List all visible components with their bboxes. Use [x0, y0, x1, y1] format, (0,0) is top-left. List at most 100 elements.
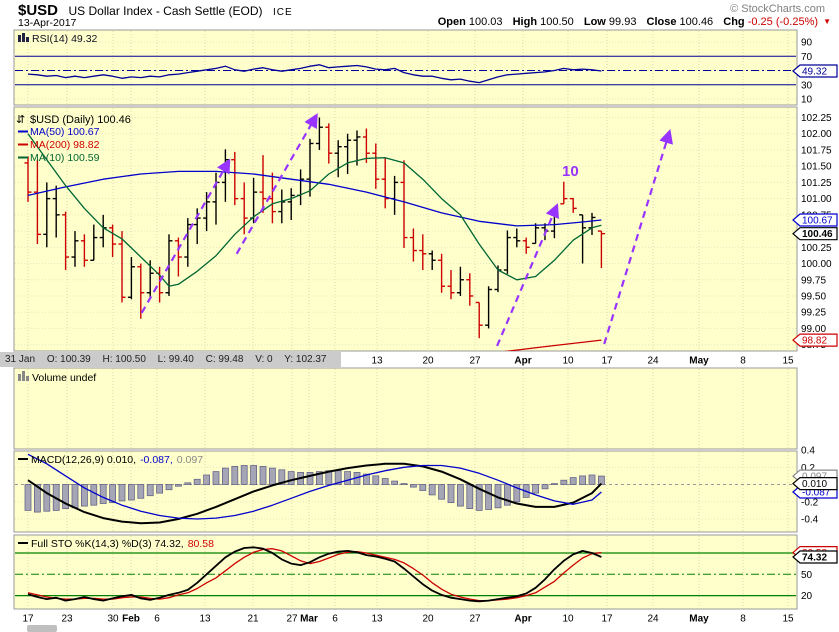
axis-marker-label: 74.32: [802, 553, 827, 564]
sto-k-line: [27, 546, 602, 603]
macd-hist-bar: [513, 484, 521, 503]
axis-marker-label: -0.087: [802, 488, 831, 499]
axis-label: -0.4: [801, 515, 819, 526]
axis-label: 50: [801, 570, 813, 581]
axis-label: 90: [801, 38, 813, 49]
axis-label: 101.75: [801, 145, 832, 156]
macd-hist-bar: [146, 484, 154, 497]
macd-hist-bar: [99, 484, 107, 504]
volume-bars-icon: [18, 371, 29, 381]
axis-marker: [792, 477, 838, 491]
date-label-top: 8: [740, 356, 746, 367]
date-label-bottom: 8: [740, 614, 746, 625]
date-label-bottom: 6: [154, 614, 160, 625]
macd-hist-bar: [485, 484, 493, 510]
info-high: H: 100.50: [102, 354, 146, 365]
axis-label: 101.50: [801, 162, 832, 173]
macd-hist-bar: [24, 484, 32, 511]
copyright: © StockCharts.com: [730, 3, 825, 15]
macd-hist-bar: [221, 467, 229, 485]
date-label-top: May: [689, 356, 709, 367]
date-label-top: 17: [601, 356, 613, 367]
macd-hist-bar: [400, 483, 408, 485]
axis-marker: [792, 550, 838, 564]
axis-label: 20: [801, 591, 813, 602]
date-label-bottom: 21: [247, 614, 259, 625]
rsi-line: [27, 64, 602, 84]
ma10-label: MA(10) 100.59: [30, 152, 100, 164]
macd-hist-bar: [588, 474, 596, 485]
date-label-bottom: 17: [601, 614, 613, 625]
chg-value: -0.25 (-0.25%): [747, 16, 819, 28]
macd-hist-bar: [569, 477, 577, 485]
ma200-line: [503, 339, 602, 351]
open-value: 100.03: [468, 16, 503, 28]
open-label: Open: [437, 16, 466, 28]
macd-signal-line: [27, 453, 602, 520]
macd-hist-bar: [34, 484, 41, 513]
axis-label: 100.00: [801, 259, 832, 270]
macd-hist-bar: [391, 480, 399, 485]
macd-hist-bar: [409, 484, 417, 488]
ma200-label: MA(200) 98.82: [30, 139, 100, 151]
date-label-bottom: 15: [782, 614, 794, 625]
date-label-bottom: May: [689, 614, 709, 625]
symbol: $USD: [18, 2, 59, 19]
chart-date: 13-Apr-2017: [18, 17, 77, 29]
macd-hist-bar: [137, 484, 145, 499]
info-open: O: 100.39: [46, 354, 91, 365]
axis-label: 101.25: [801, 178, 832, 189]
date-label-top: 20: [422, 356, 434, 367]
macd-hist-bar: [193, 478, 201, 485]
axis-label: 99.25: [801, 308, 826, 319]
macd-hist-bar: [62, 484, 69, 510]
chg-label: Chg: [723, 16, 745, 28]
axis-marker: [792, 64, 838, 78]
axis-label: 99.50: [801, 292, 826, 303]
axis-marker-label: 0.010: [802, 479, 827, 490]
axis-label: 102.00: [801, 129, 832, 140]
date-label-bottom: Apr: [514, 614, 531, 625]
price-legend-label: $USD (Daily) 100.46: [30, 114, 131, 126]
macd-hist-bar: [156, 484, 164, 494]
macd-hist-bar: [419, 484, 427, 491]
macd-hist-bar: [127, 484, 135, 501]
rsi-label: RSI(14) 49.32: [32, 33, 98, 45]
date-label-bottom: 30: [107, 614, 119, 625]
date-label-top: 13: [371, 356, 383, 367]
price-updown-icon: ⇵: [16, 114, 25, 126]
macd-hist-bar: [212, 471, 220, 485]
trend-arrow: [603, 128, 673, 345]
macd-hist-bar: [475, 484, 483, 511]
macd-hist-bar: [598, 475, 605, 485]
axis-label: 101.00: [801, 194, 832, 205]
macd-hist-bar: [250, 465, 258, 485]
macd-hist-bar: [231, 465, 239, 485]
axis-marker-label: 49.32: [802, 67, 827, 78]
macd-hist-bar: [579, 475, 586, 485]
macd-hist-bar: [90, 484, 98, 506]
axis-marker-label: 98.82: [802, 336, 827, 347]
trend-arrow: [140, 158, 231, 314]
macd-hist-bar: [344, 471, 352, 485]
date-label-top: Apr: [514, 356, 531, 367]
axis-label: -0.2: [801, 497, 819, 508]
axis-marker: [792, 227, 838, 241]
volume-label: Volume undef: [32, 372, 96, 384]
macd-line: [27, 462, 603, 525]
macd-hist-bar: [447, 484, 455, 504]
macd-hist-bar: [372, 475, 380, 485]
low-value: 99.93: [608, 16, 637, 28]
axis-label: 102.25: [801, 113, 832, 124]
macd-hist-bar: [466, 484, 474, 510]
macd-hist-bar: [240, 465, 248, 485]
info-close: C: 99.48: [205, 354, 244, 365]
page-title: US Dollar Index - Cash Settle (EOD): [68, 4, 263, 18]
header: $USD US Dollar Index - Cash Settle (EOD)…: [0, 0, 839, 30]
close-label: Close: [646, 16, 677, 28]
chart-panels: 90 70 50 30 10 49.32 10 102.25 102.00 101.75 101.5…: [13, 29, 838, 632]
macd-hist-bar: [268, 467, 276, 485]
macd-hist-bar: [165, 484, 173, 491]
macd-hist-bar: [174, 484, 182, 487]
